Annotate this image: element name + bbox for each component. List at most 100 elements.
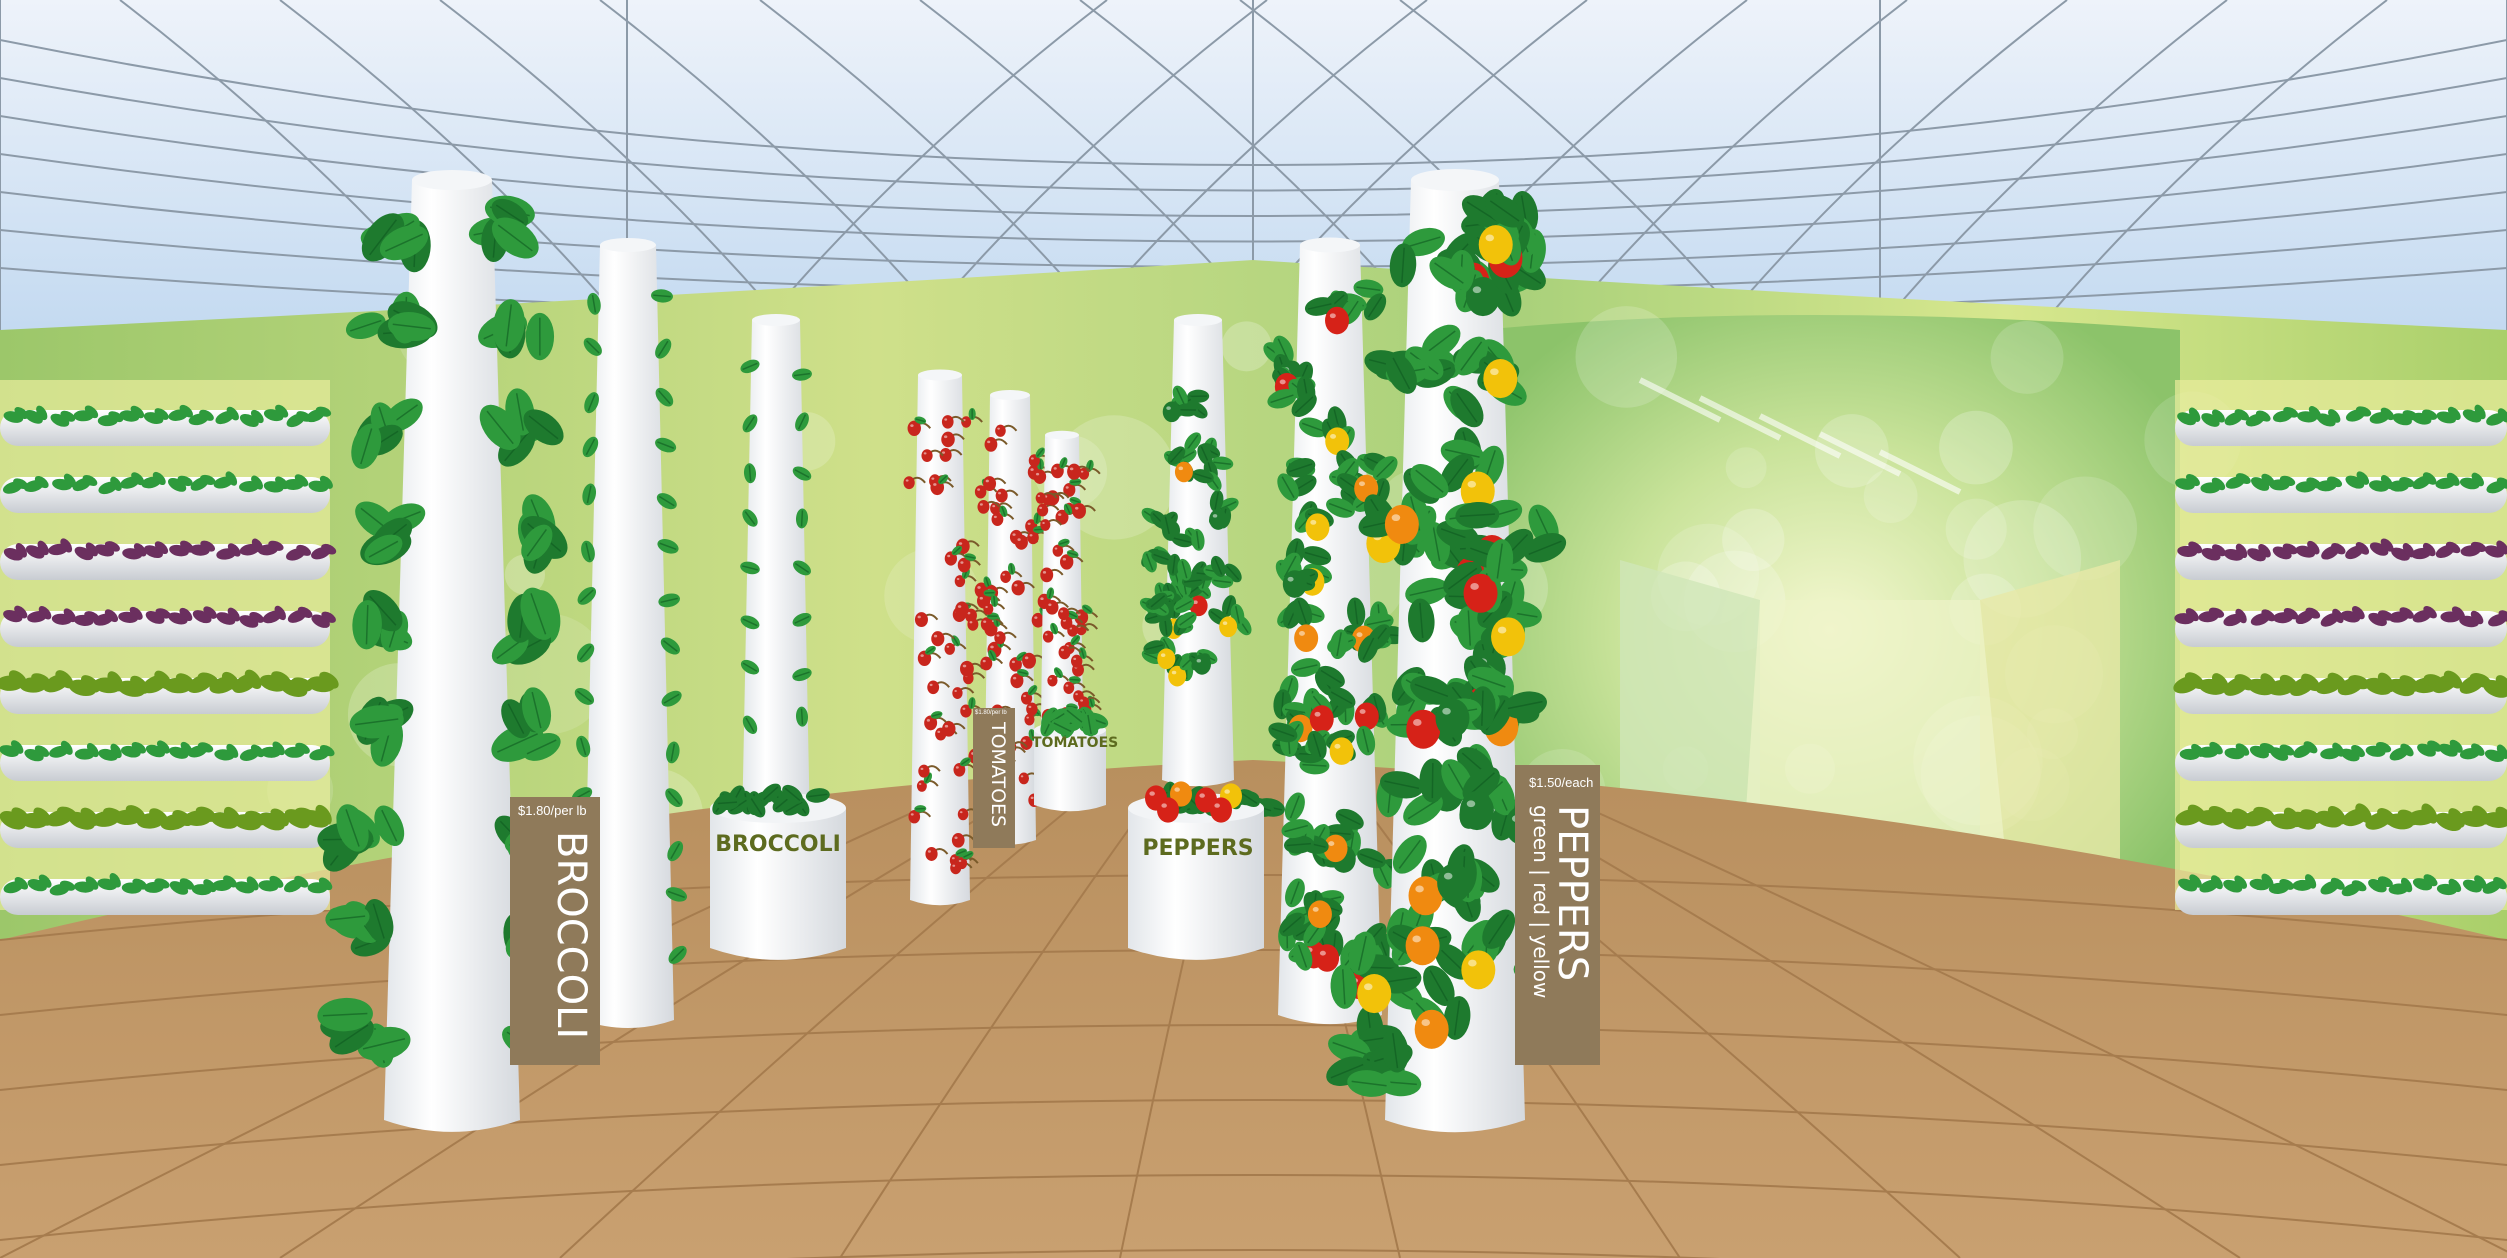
leaf-vein	[507, 703, 525, 735]
leaf-vein	[1179, 614, 1195, 626]
rack-plant-leaf	[2446, 472, 2460, 486]
planter-body	[710, 808, 846, 960]
fruit-shine	[1027, 522, 1031, 525]
rack-plant-leaf	[154, 408, 169, 420]
leaf-vein	[1356, 286, 1381, 291]
fruit-shine	[1073, 657, 1077, 661]
leaf-vein	[653, 294, 671, 298]
leaf-vein	[1414, 683, 1449, 698]
leaf-vein	[800, 708, 804, 725]
aisle-shelf-right	[1980, 560, 2120, 900]
tomato	[927, 680, 940, 695]
tomato	[939, 448, 952, 462]
leaf-vein	[1184, 579, 1202, 583]
tomatoes-sign-title: TOMATOES	[987, 722, 1009, 828]
rack-plant-leaf	[2305, 607, 2321, 619]
fruit-shine	[1077, 613, 1081, 616]
fruit-shine	[1049, 677, 1052, 680]
fruit-shine	[927, 850, 931, 853]
fruit-shine	[1359, 709, 1366, 714]
tomato	[1072, 503, 1086, 519]
tomato	[957, 808, 969, 821]
leaf-vein	[1213, 579, 1232, 584]
leaf-vein	[1181, 560, 1188, 579]
pepper	[1174, 461, 1193, 483]
tomato	[1040, 519, 1051, 531]
rack-plant-leaf	[2422, 409, 2438, 420]
fruit-shine	[1364, 983, 1373, 991]
fruit-shine	[957, 605, 962, 608]
tomatoes-planter-label: TOMATOES	[1032, 735, 1119, 751]
leaf-vein	[667, 890, 685, 899]
fruit-shine	[1161, 803, 1167, 808]
tomato	[956, 857, 968, 870]
fruit-shine	[1048, 603, 1052, 607]
rack-plant-leaf	[2282, 543, 2298, 555]
leaf-vein	[531, 691, 542, 729]
rack-plant-leaf	[82, 474, 98, 487]
leaf-vein	[1070, 498, 1081, 504]
leaf-vein	[742, 618, 758, 627]
rack-plant-leaf	[2355, 803, 2372, 824]
rack-plant-leaf	[199, 409, 214, 421]
broccoli-planter-label: BROCCOLI	[715, 832, 841, 857]
fruit-shine	[1058, 513, 1062, 516]
rack-plant-leaf	[250, 409, 264, 424]
leaf-vein	[1289, 795, 1300, 819]
rack-plant-leaf	[2188, 407, 2201, 422]
rack-plant-leaf	[2380, 407, 2395, 421]
leaf-vein	[1225, 597, 1233, 615]
fruit-shine	[1030, 796, 1034, 800]
fruit-shine	[1497, 626, 1507, 634]
tomato	[1055, 509, 1069, 525]
growing-towers	[317, 169, 1576, 1133]
leaf-vein	[1392, 1033, 1399, 1069]
fruit-shine	[1039, 506, 1043, 509]
rack-plant-leaf	[294, 474, 309, 487]
rack-plant-leaf	[109, 873, 121, 888]
fruit-shine	[1042, 521, 1045, 524]
leaf-vein	[1270, 394, 1294, 404]
tomato	[955, 601, 969, 618]
leaf-vein	[1467, 610, 1472, 646]
rack-plant-leaf	[36, 405, 48, 421]
tomato	[1020, 736, 1033, 750]
rack-plant-leaf	[2470, 541, 2487, 552]
leaf-vein	[1434, 262, 1464, 284]
leaf-vein	[750, 798, 763, 816]
leaf-vein	[1214, 557, 1223, 575]
leaf-vein	[1431, 762, 1434, 799]
leaf-vein	[1294, 396, 1314, 414]
fruit-shine	[944, 418, 948, 421]
fruit-shine	[1022, 739, 1026, 742]
fruit-shine	[1391, 514, 1401, 522]
rack-plant-leaf	[2399, 477, 2415, 488]
pepper	[1460, 471, 1495, 511]
leaf-vein	[585, 340, 600, 354]
fruit-shine	[1028, 705, 1032, 708]
fruit-shine	[1319, 950, 1326, 956]
rack-plant-leaf	[2471, 472, 2484, 487]
fruit-shine	[983, 620, 987, 623]
rack-plant-leaf	[133, 543, 147, 557]
tomato	[1024, 713, 1035, 726]
rack-plant-leaf	[2234, 409, 2250, 421]
fruit-shine	[1334, 743, 1341, 749]
tomato	[921, 449, 933, 463]
tomato	[1000, 570, 1011, 583]
rack-plant-leaf	[38, 874, 52, 888]
rack-plant-leaf	[104, 609, 119, 623]
tomato	[1037, 503, 1049, 517]
leaf-vein	[334, 1024, 369, 1048]
pepper	[1461, 950, 1496, 990]
bokeh-light	[1722, 508, 1785, 571]
leaf-vein	[360, 428, 373, 465]
fruit-shine	[1042, 571, 1047, 574]
tomato	[942, 721, 956, 737]
rack-plant-leaf	[131, 472, 145, 486]
leaf-vein	[1304, 551, 1329, 560]
tower-top	[600, 238, 656, 252]
fruit-shine	[933, 483, 937, 486]
tomato	[1063, 482, 1076, 497]
tomato	[954, 575, 966, 588]
